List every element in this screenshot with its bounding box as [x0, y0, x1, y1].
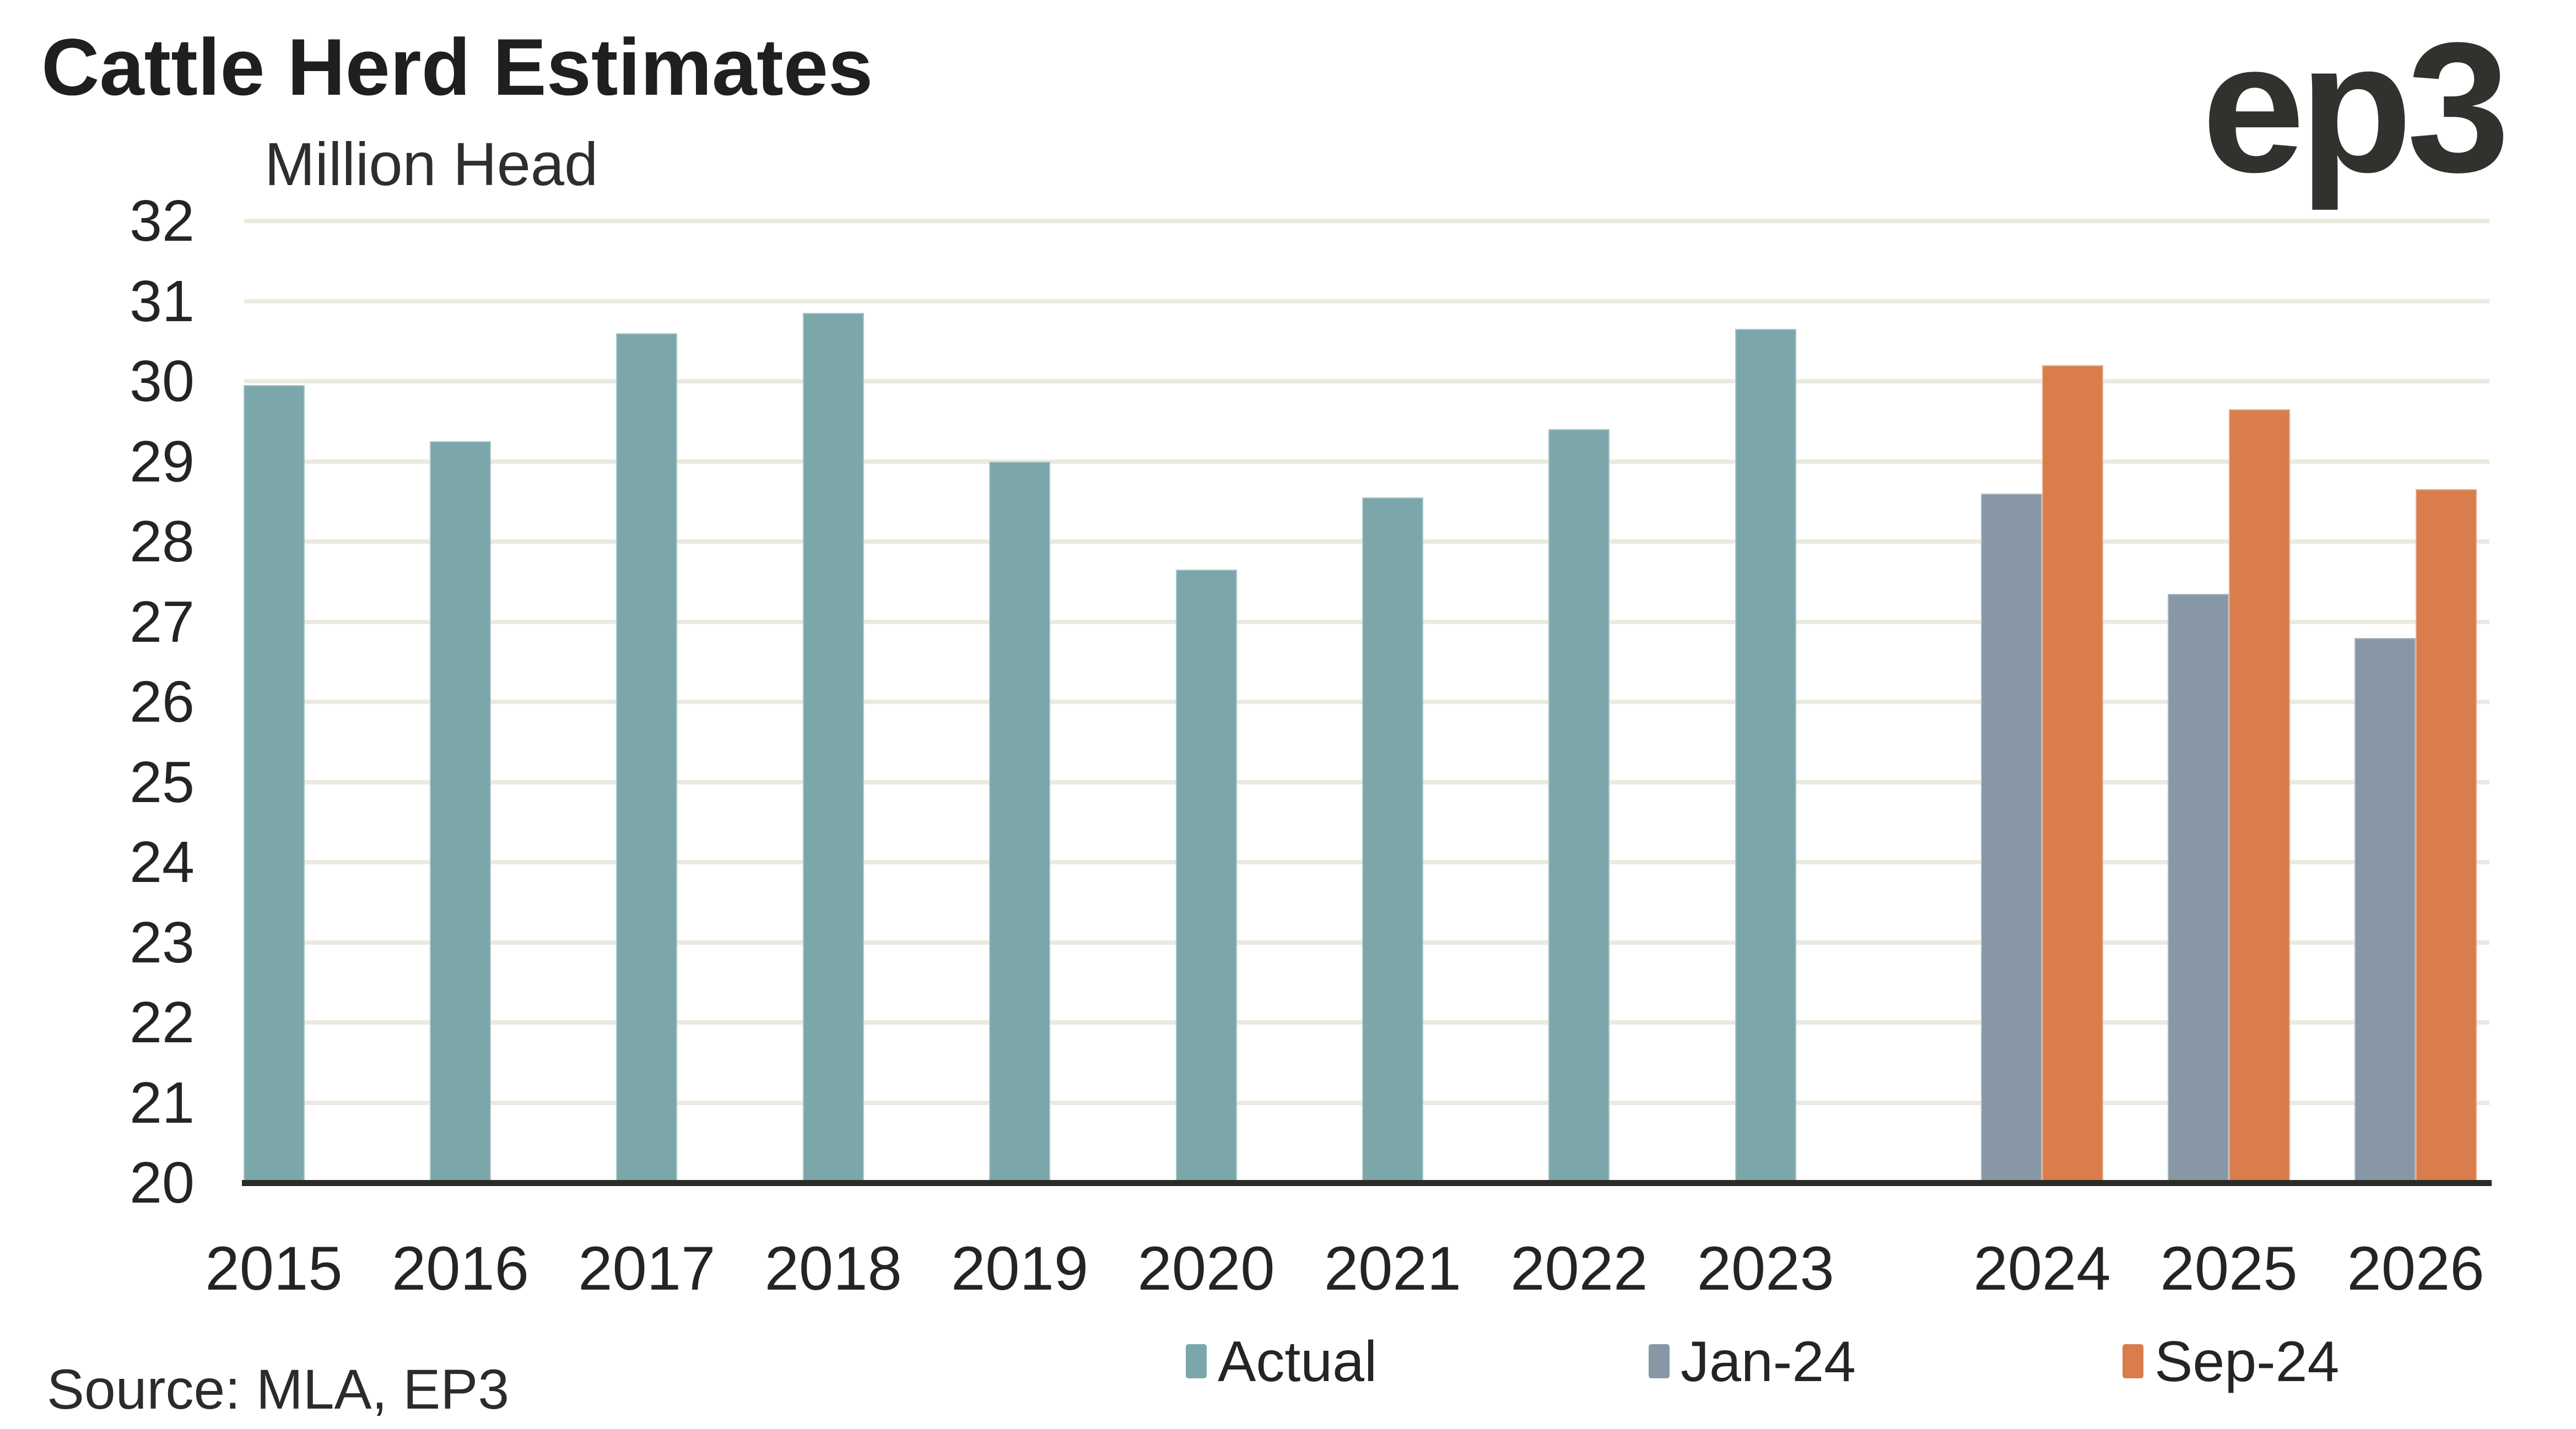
bar-sep24-2024: [2042, 365, 2103, 1185]
x-tick-label-2025: 2025: [2160, 1234, 2298, 1303]
bar-actual-2022: [1548, 429, 1610, 1185]
bar-jan24-2025: [2168, 593, 2229, 1185]
y-tick-label-28: 28: [129, 509, 195, 574]
y-tick-label-27: 27: [129, 589, 195, 654]
y-tick-label-21: 21: [129, 1070, 195, 1135]
y-tick-label-24: 24: [129, 830, 195, 895]
legend-swatch-jan24: [1649, 1344, 1670, 1378]
y-tick-label-26: 26: [129, 669, 195, 734]
bar-actual-2019: [989, 461, 1051, 1185]
legend-label-sep24: Sep-24: [2154, 1330, 2340, 1394]
y-tick-label-22: 22: [129, 990, 195, 1055]
gridline-29: [244, 459, 2489, 464]
bar-sep24-2026: [2416, 489, 2477, 1185]
bar-actual-2023: [1735, 329, 1796, 1185]
gridline-31: [244, 299, 2489, 304]
x-tick-label-2018: 2018: [764, 1234, 902, 1303]
bar-actual-2018: [802, 313, 864, 1185]
bar-actual-2017: [616, 333, 678, 1185]
legend-swatch-actual: [1186, 1344, 1207, 1378]
y-tick-label-29: 29: [129, 429, 195, 494]
x-tick-label-2015: 2015: [205, 1234, 343, 1303]
y-tick-label-31: 31: [129, 268, 195, 334]
source-note: Source: MLA, EP3: [47, 1358, 510, 1421]
x-tick-label-2023: 2023: [1697, 1234, 1834, 1303]
y-tick-label-25: 25: [129, 749, 195, 815]
x-tick-label-2019: 2019: [951, 1234, 1089, 1303]
x-tick-label-2021: 2021: [1324, 1234, 1461, 1303]
y-tick-label-23: 23: [129, 910, 195, 975]
x-tick-label-2017: 2017: [578, 1234, 716, 1303]
y-axis-unit-label: Million Head: [264, 131, 598, 198]
bar-actual-2020: [1175, 569, 1237, 1185]
bar-actual-2016: [429, 441, 491, 1185]
y-tick-label-32: 32: [129, 188, 195, 253]
x-tick-label-2024: 2024: [1973, 1234, 2111, 1303]
x-tick-label-2026: 2026: [2347, 1234, 2485, 1303]
legend-swatch-sep24: [2123, 1344, 2143, 1378]
gridline-32: [244, 219, 2489, 223]
x-tick-label-2020: 2020: [1137, 1234, 1275, 1303]
x-tick-label-2016: 2016: [391, 1234, 529, 1303]
y-tick-label-20: 20: [129, 1150, 195, 1215]
gridline-30: [244, 379, 2489, 383]
legend-label-actual: Actual: [1218, 1330, 1378, 1394]
bar-actual-2015: [243, 385, 305, 1185]
ep3-logo: ep3: [2202, 4, 2510, 211]
legend-label-jan24: Jan-24: [1681, 1330, 1856, 1394]
x-tick-label-2022: 2022: [1510, 1234, 1648, 1303]
bar-actual-2021: [1362, 497, 1423, 1185]
bar-jan24-2024: [1981, 493, 2042, 1185]
y-tick-label-30: 30: [129, 349, 195, 414]
bar-jan24-2026: [2354, 637, 2416, 1185]
x-axis-line: [242, 1180, 2492, 1186]
chart-title: Cattle Herd Estimates: [41, 22, 873, 112]
bar-sep24-2025: [2229, 409, 2290, 1185]
